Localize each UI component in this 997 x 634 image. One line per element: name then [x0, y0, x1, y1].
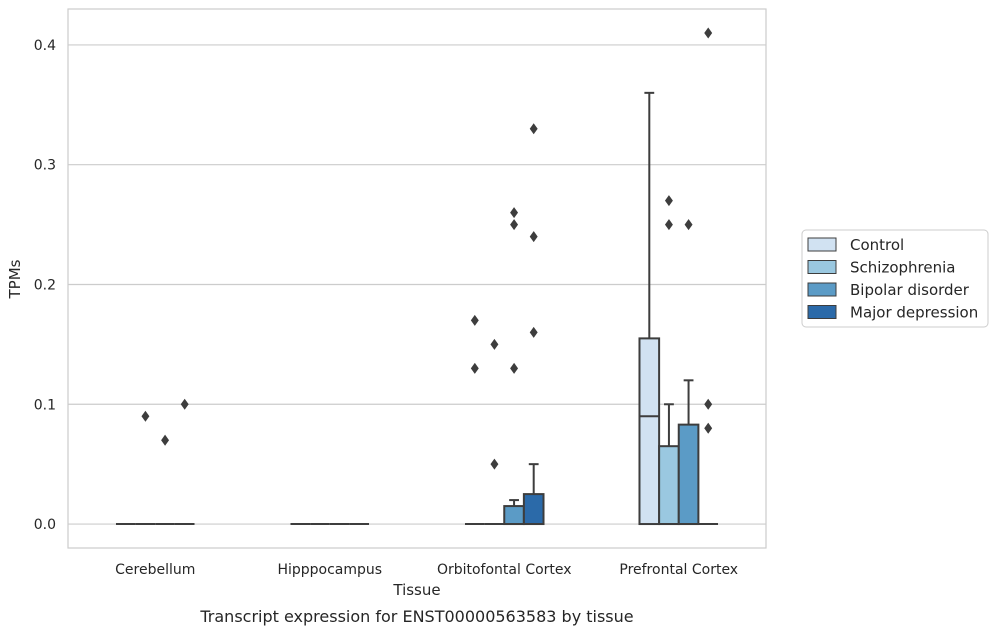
y-axis-label: TPMs	[6, 259, 24, 299]
x-tick-label: Cerebellum	[115, 562, 195, 578]
box-group	[658, 195, 680, 526]
y-tick-label: 0.4	[34, 38, 56, 54]
x-tick-label: Prefrontal Cortex	[619, 562, 738, 578]
outlier-point	[161, 434, 170, 446]
y-tick-label: 0.0	[34, 517, 56, 533]
box-group	[698, 27, 719, 526]
outlier-point	[529, 326, 538, 338]
legend-swatch	[807, 260, 837, 274]
y-tick-label: 0.3	[34, 158, 56, 174]
x-axis-label: Tissue	[392, 581, 440, 599]
legend-frame	[801, 229, 989, 328]
box-group	[484, 338, 505, 526]
box-group	[503, 207, 525, 526]
box-group	[464, 314, 485, 526]
box-group	[638, 91, 661, 526]
y-tick-label: 0.2	[34, 277, 56, 293]
outlier-point	[510, 362, 519, 374]
outlier-point	[704, 398, 713, 410]
box-group	[522, 123, 545, 526]
legend-swatch	[807, 282, 837, 297]
x-tick-label: Orbitofontal Cortex	[437, 562, 572, 578]
box-body	[638, 337, 661, 526]
outlier-point	[141, 410, 150, 422]
legend-swatch	[807, 305, 837, 319]
outlier-point	[510, 207, 519, 219]
legend-label: Control	[850, 236, 904, 254]
outlier-point	[664, 195, 673, 207]
outlier-point	[684, 219, 693, 231]
box-body	[503, 505, 525, 526]
legend-label: Major depression	[850, 304, 978, 322]
outlier-point	[704, 422, 713, 434]
outlier-point	[490, 458, 499, 470]
outlier-point	[470, 362, 479, 374]
box-marks	[115, 27, 719, 526]
outlier-point	[664, 219, 673, 231]
outlier-point	[490, 338, 499, 350]
box-group	[135, 410, 156, 526]
box-body	[522, 493, 545, 526]
outlier-point	[180, 398, 189, 410]
outlier-point	[470, 314, 479, 326]
chart-caption: Transcript expression for ENST0000056358…	[199, 607, 633, 626]
outlier-point	[529, 231, 538, 243]
legend-label: Bipolar disorder	[850, 281, 970, 299]
y-tick-label: 0.1	[34, 397, 56, 413]
outlier-point	[704, 27, 713, 39]
outlier-point	[510, 219, 519, 231]
plot-area	[67, 8, 767, 549]
box-group	[174, 398, 195, 526]
outlier-point	[529, 123, 538, 135]
x-axis-ticks: Cerebellum Hipppocampus Orbitofontal Corte…	[115, 562, 738, 578]
box-group	[677, 219, 700, 526]
legend-label: Schizophrenia	[850, 259, 955, 277]
legend-swatch	[807, 237, 837, 252]
box-body	[658, 445, 680, 526]
box-body	[677, 423, 700, 526]
x-tick-label: Hipppocampus	[277, 562, 382, 578]
box-group	[155, 434, 175, 526]
y-axis-ticks: 0.0 0.1 0.2 0.3 0.4	[34, 38, 56, 533]
legend: Control Schizophrenia Bipolar disorder Majo…	[801, 229, 989, 328]
